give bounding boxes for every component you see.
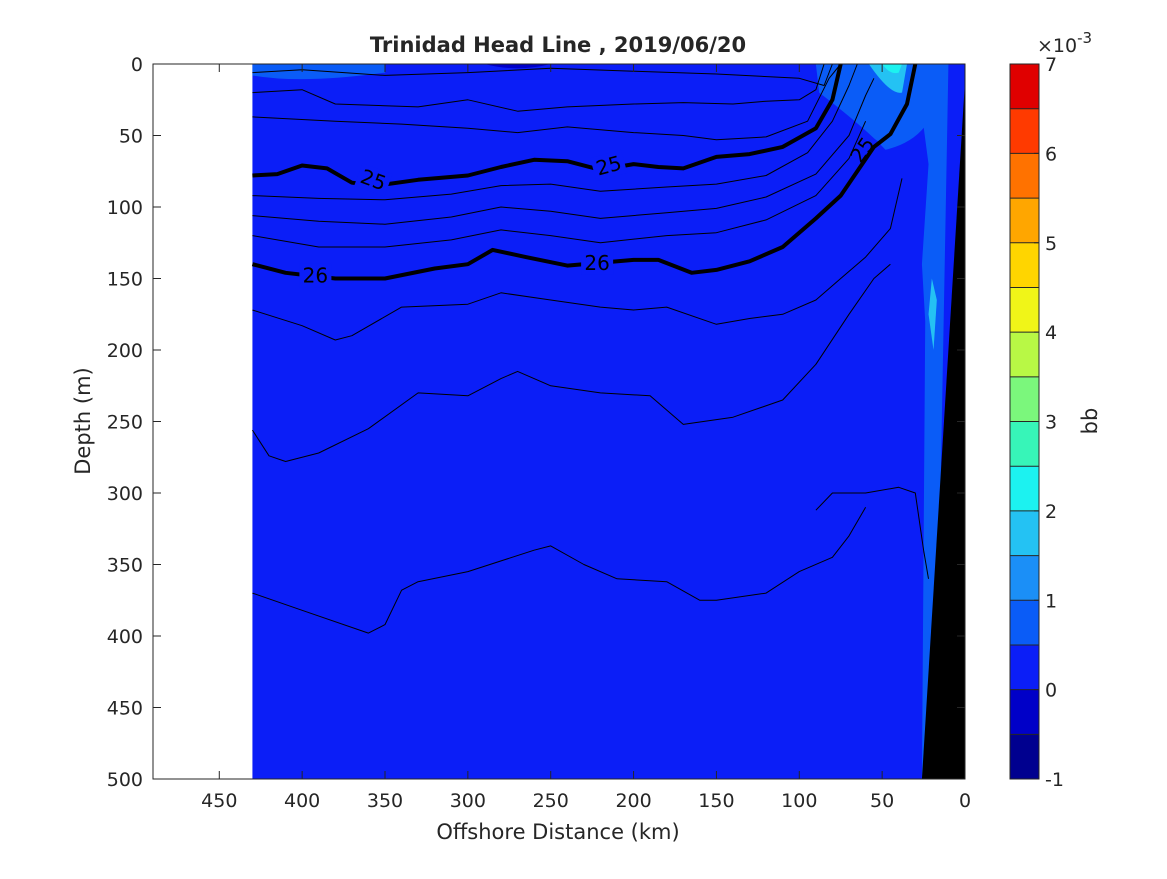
density-contour-line — [251, 263, 891, 462]
colorbar-band — [1010, 242, 1039, 288]
colorbar-band — [1010, 734, 1039, 779]
surface-patch — [882, 64, 903, 74]
shelf-seafloor — [921, 81, 965, 779]
y-tick-label: 200 — [107, 340, 143, 362]
colorbar-exponent-base: ×10 — [1037, 35, 1077, 57]
colorbar-tick-label: 6 — [1045, 143, 1057, 165]
density-contour-line — [252, 63, 833, 86]
x-tick-label: 0 — [959, 790, 971, 812]
y-tick-label: 500 — [107, 769, 143, 791]
colorbar-tick-label: 0 — [1045, 680, 1057, 702]
colorbar-band — [1010, 287, 1039, 333]
chart-title: Trinidad Head Line , 2019/06/20 — [370, 33, 746, 57]
density-contour-line — [252, 63, 842, 141]
density-contour-line — [252, 507, 867, 634]
colorbar-band — [1010, 198, 1039, 243]
density-contour-line — [251, 63, 918, 281]
colorbar-ticks: -1 0 1 2 3 4 5 6 7 — [1034, 54, 1064, 791]
colorbar-exponent-power: -3 — [1077, 29, 1092, 47]
colorbar-band — [1010, 689, 1039, 735]
x-tick-label: 200 — [615, 790, 651, 812]
y-tick-label: 50 — [119, 126, 143, 148]
colorbar-tick-label: 3 — [1045, 412, 1057, 434]
y-tick-label: 100 — [107, 197, 143, 219]
contour-label: 26 — [584, 251, 609, 275]
colorbar-tick-label: 1 — [1045, 590, 1057, 612]
colorbar-band — [1010, 600, 1039, 645]
colorbar-band — [1010, 644, 1039, 690]
colorbar-tick-label: -1 — [1045, 769, 1064, 791]
colorbar-band — [1010, 64, 1039, 109]
shelf-patch — [928, 278, 937, 350]
surface-patch — [815, 64, 936, 150]
contour-label-bg — [299, 263, 332, 288]
contour-label-bg — [843, 129, 882, 170]
density-contour-line — [252, 120, 867, 248]
contour-label-bg — [590, 149, 628, 182]
density-contour-line — [252, 78, 875, 225]
colorbar-band — [1010, 510, 1039, 556]
surface-patch — [252, 64, 385, 80]
colorbar-band — [1010, 108, 1039, 154]
surface-features — [252, 64, 949, 779]
y-tick-label: 350 — [107, 555, 143, 577]
contour-label: 26 — [303, 264, 328, 288]
y-axis-label: Depth (m) — [71, 367, 95, 474]
x-tick-label: 300 — [450, 790, 486, 812]
contour-label-bg — [581, 250, 614, 275]
density-contour-line — [252, 178, 903, 341]
x-tick-label: 450 — [201, 790, 237, 812]
colorbar-tick-label: 4 — [1045, 322, 1057, 344]
contour-label-bg — [354, 163, 393, 197]
colorbar-band — [1010, 555, 1039, 601]
density-contour-line — [252, 63, 825, 112]
density-contour-line — [252, 63, 858, 201]
colorbar-exponent: ×10-3 — [1037, 29, 1092, 57]
colorbar-band — [1010, 376, 1039, 422]
colorbar-band — [1010, 421, 1039, 467]
y-tick-label: 0 — [131, 54, 143, 76]
colorbar-tick-label: 2 — [1045, 501, 1057, 523]
y-tick-label: 400 — [107, 626, 143, 648]
y-tick-label: 250 — [107, 412, 143, 434]
colorbar — [1010, 63, 1039, 780]
x-tick-label: 350 — [367, 790, 403, 812]
surface-patch — [484, 64, 551, 69]
y-tick-label: 300 — [107, 483, 143, 505]
x-tick-label: 150 — [698, 790, 734, 812]
x-axis-label: Offshore Distance (km) — [436, 820, 679, 844]
colorbar-band — [1010, 153, 1039, 199]
x-axis: 450 400 350 300 250 200 150 100 50 0 — [201, 64, 971, 812]
density-contour-line — [815, 486, 929, 579]
y-tick-label: 150 — [107, 269, 143, 291]
colorbar-label: bb — [1078, 408, 1102, 435]
x-tick-label: 50 — [870, 790, 894, 812]
y-tick-label: 450 — [107, 698, 143, 720]
colorbar-band — [1010, 332, 1039, 377]
x-tick-label: 250 — [533, 790, 569, 812]
colorbar-tick-label: 7 — [1045, 54, 1057, 76]
colorbar-band — [1010, 466, 1039, 511]
shelf-patch — [915, 64, 949, 779]
x-tick-label: 400 — [284, 790, 320, 812]
colorbar-tick-label: 5 — [1045, 233, 1057, 255]
x-tick-label: 100 — [781, 790, 817, 812]
density-contour-line — [252, 63, 843, 188]
y-axis: 0 50 100 150 200 250 300 350 400 450 500 — [107, 54, 965, 791]
